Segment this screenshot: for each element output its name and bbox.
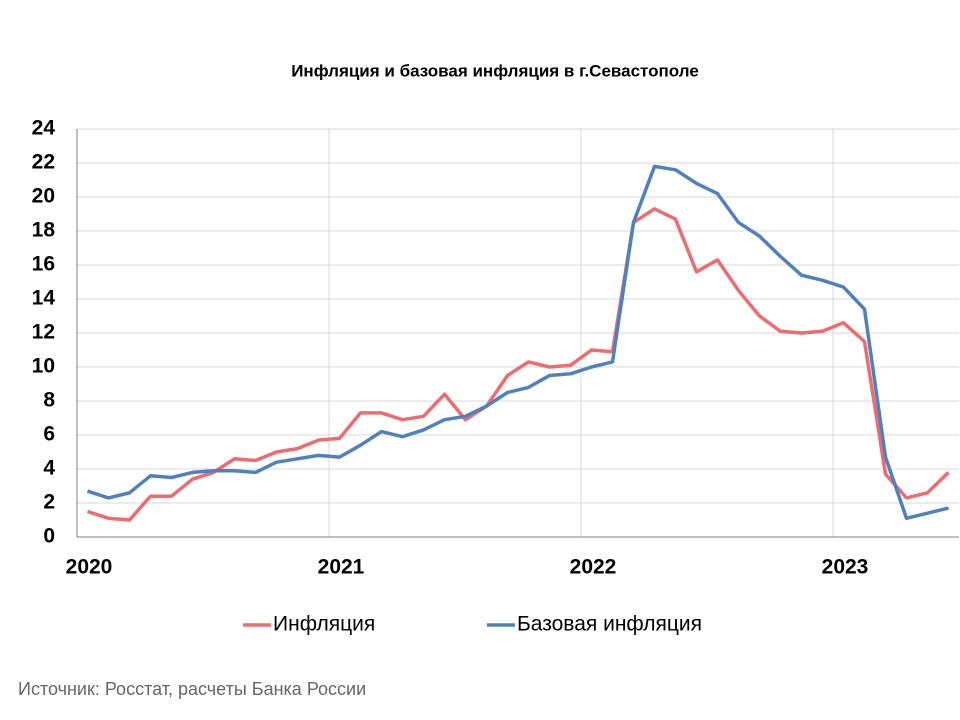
y-tick-label: 16 — [32, 253, 55, 276]
y-tick-label: 10 — [32, 355, 55, 378]
series-line — [86, 164, 949, 521]
y-tick-label: 24 — [32, 117, 56, 140]
chart-title: Инфляция и базовая инфляция в г.Севастоп… — [291, 61, 699, 80]
y-tick-label: 0 — [43, 525, 55, 548]
y-tick-label: 4 — [43, 457, 55, 480]
series-line — [86, 207, 950, 522]
x-tick-label: 2022 — [570, 556, 617, 579]
x-tick-label: 2020 — [66, 556, 113, 579]
y-tick-label: 12 — [32, 321, 55, 344]
y-tick-label: 18 — [32, 219, 56, 242]
y-tick-label: 22 — [32, 151, 55, 174]
y-tick-label: 20 — [32, 185, 55, 208]
legend-label: Инфляция — [273, 613, 375, 636]
y-tick-label: 6 — [43, 423, 55, 446]
legend-label: Базовая инфляция — [517, 613, 702, 636]
y-tick-label: 2 — [43, 491, 55, 514]
y-tick-label: 14 — [32, 287, 56, 310]
source: Источник: Росстат, расчеты Банка России — [18, 679, 366, 699]
x-tick-label: 2023 — [822, 556, 869, 579]
y-tick-label: 8 — [43, 389, 55, 412]
x-tick-label: 2021 — [318, 556, 365, 579]
